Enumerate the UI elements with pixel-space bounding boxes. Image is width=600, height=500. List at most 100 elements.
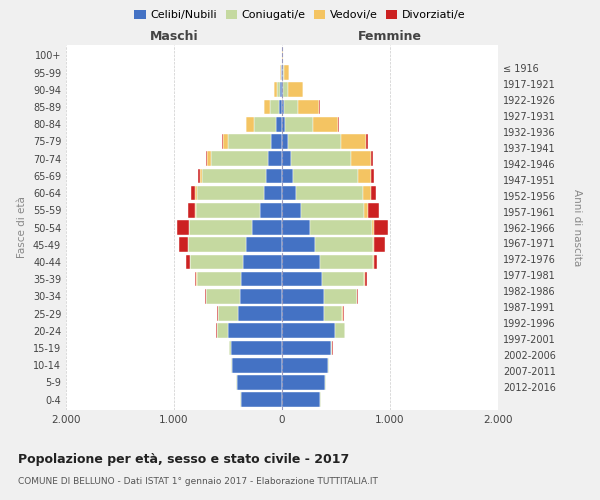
- Bar: [283, 65, 284, 80]
- Bar: [282, 203, 301, 218]
- Bar: [240, 289, 282, 304]
- Bar: [282, 254, 320, 270]
- Bar: [298, 100, 319, 114]
- Bar: [282, 306, 324, 321]
- Bar: [282, 324, 335, 338]
- Bar: [363, 186, 371, 200]
- Bar: [260, 203, 282, 218]
- Bar: [206, 152, 208, 166]
- Bar: [320, 254, 373, 270]
- Bar: [195, 272, 196, 286]
- Bar: [241, 392, 282, 407]
- Text: Popolazione per età, sesso e stato civile - 2017: Popolazione per età, sesso e stato civil…: [18, 452, 349, 466]
- Bar: [373, 238, 374, 252]
- Bar: [228, 324, 282, 338]
- Bar: [231, 358, 232, 372]
- Bar: [358, 168, 371, 183]
- Bar: [313, 117, 338, 132]
- Bar: [282, 272, 322, 286]
- Bar: [243, 254, 282, 270]
- Bar: [284, 100, 298, 114]
- Bar: [271, 134, 282, 148]
- Bar: [247, 117, 254, 132]
- Bar: [371, 152, 373, 166]
- Bar: [289, 82, 302, 97]
- Bar: [241, 272, 282, 286]
- Bar: [231, 340, 282, 355]
- Bar: [202, 168, 266, 183]
- Bar: [221, 134, 223, 148]
- Bar: [282, 168, 293, 183]
- Bar: [374, 220, 388, 235]
- Bar: [282, 392, 320, 407]
- Y-axis label: Anni di nascita: Anni di nascita: [572, 189, 583, 266]
- Bar: [282, 134, 289, 148]
- Bar: [252, 220, 282, 235]
- Bar: [282, 289, 324, 304]
- Bar: [228, 134, 271, 148]
- Bar: [282, 100, 284, 114]
- Bar: [197, 186, 263, 200]
- Bar: [368, 203, 379, 218]
- Bar: [374, 238, 385, 252]
- Bar: [282, 152, 290, 166]
- Bar: [179, 238, 187, 252]
- Bar: [229, 340, 231, 355]
- Bar: [232, 358, 282, 372]
- Bar: [268, 152, 282, 166]
- Bar: [365, 272, 367, 286]
- Bar: [328, 358, 329, 372]
- Bar: [289, 134, 341, 148]
- Bar: [301, 203, 364, 218]
- Legend: Celibi/Nubili, Coniugati/e, Vedovi/e, Divorziati/e: Celibi/Nubili, Coniugati/e, Vedovi/e, Di…: [130, 6, 470, 25]
- Text: COMUNE DI BELLUNO - Dati ISTAT 1° gennaio 2017 - Elaborazione TUTTITALIA.IT: COMUNE DI BELLUNO - Dati ISTAT 1° gennai…: [18, 478, 378, 486]
- Bar: [282, 375, 325, 390]
- Y-axis label: Fasce di età: Fasce di età: [17, 196, 27, 258]
- Bar: [374, 254, 377, 270]
- Bar: [282, 358, 328, 372]
- Bar: [282, 82, 283, 97]
- Bar: [188, 203, 194, 218]
- Bar: [254, 117, 275, 132]
- Bar: [217, 324, 228, 338]
- Bar: [280, 82, 282, 97]
- Bar: [200, 168, 202, 183]
- Bar: [282, 220, 310, 235]
- Bar: [217, 306, 218, 321]
- Bar: [282, 340, 331, 355]
- Bar: [205, 289, 206, 304]
- Bar: [290, 152, 351, 166]
- Bar: [277, 82, 280, 97]
- Bar: [223, 134, 228, 148]
- Bar: [263, 100, 270, 114]
- Bar: [247, 238, 282, 252]
- Text: Maschi: Maschi: [149, 30, 199, 44]
- Bar: [310, 220, 371, 235]
- Bar: [322, 272, 364, 286]
- Bar: [283, 82, 289, 97]
- Bar: [238, 306, 282, 321]
- Bar: [211, 152, 268, 166]
- Bar: [343, 306, 344, 321]
- Bar: [196, 203, 260, 218]
- Bar: [282, 186, 296, 200]
- Bar: [282, 238, 316, 252]
- Bar: [198, 168, 200, 183]
- Bar: [357, 289, 358, 304]
- Bar: [194, 203, 196, 218]
- Bar: [270, 100, 279, 114]
- Bar: [341, 134, 366, 148]
- Bar: [293, 168, 358, 183]
- Bar: [218, 306, 238, 321]
- Bar: [296, 186, 363, 200]
- Bar: [324, 306, 343, 321]
- Bar: [188, 238, 247, 252]
- Text: Femmine: Femmine: [358, 30, 422, 44]
- Bar: [236, 375, 282, 390]
- Bar: [371, 168, 374, 183]
- Bar: [282, 117, 285, 132]
- Bar: [274, 82, 277, 97]
- Bar: [371, 220, 374, 235]
- Bar: [285, 117, 313, 132]
- Bar: [195, 186, 197, 200]
